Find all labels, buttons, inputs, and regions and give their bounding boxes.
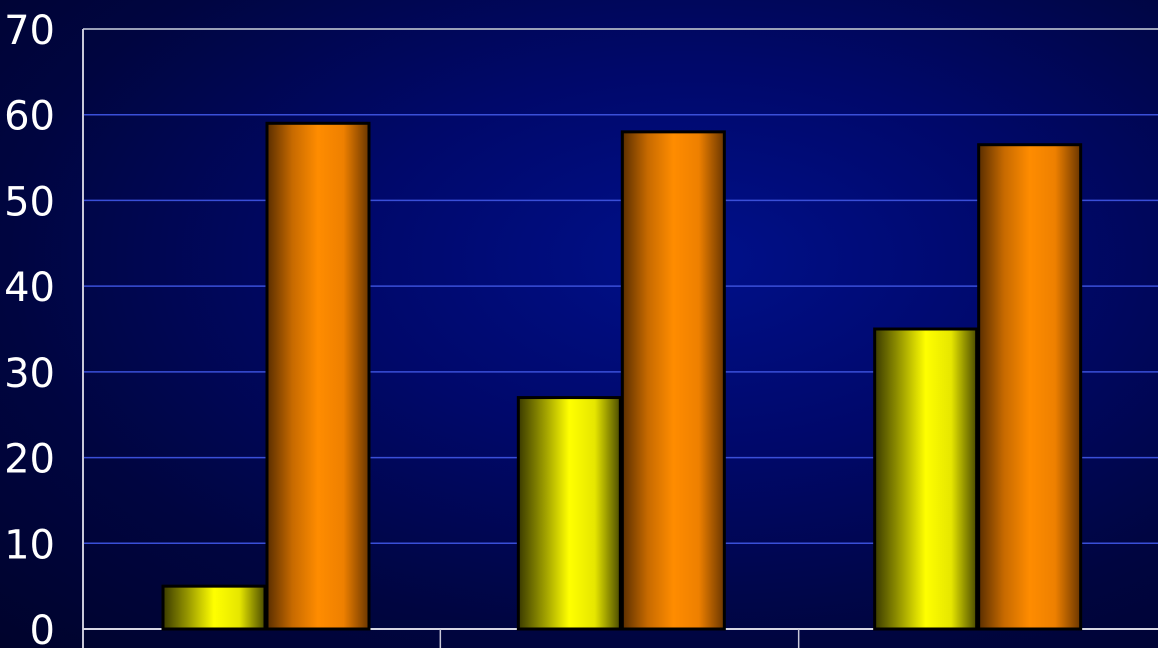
y-tick-label: 40 bbox=[4, 265, 55, 311]
orange-bar bbox=[977, 143, 1083, 631]
orange-bar bbox=[620, 130, 726, 631]
orange-bar bbox=[265, 121, 371, 631]
yellow-bar bbox=[161, 584, 267, 631]
yellow-bar bbox=[873, 327, 979, 631]
y-tick-label: 20 bbox=[4, 437, 55, 483]
y-tick-label: 30 bbox=[4, 351, 55, 397]
bars bbox=[161, 121, 1083, 631]
y-tick-label: 50 bbox=[4, 179, 55, 225]
y-tick-label: 10 bbox=[4, 522, 55, 568]
yellow-bar bbox=[516, 396, 622, 631]
y-tick-label: 60 bbox=[4, 94, 55, 140]
y-tick-label: 70 bbox=[4, 8, 55, 54]
y-tick-label: 0 bbox=[30, 608, 55, 648]
y-tick-labels: 0 10 20 30 40 50 60 70 bbox=[4, 8, 55, 648]
